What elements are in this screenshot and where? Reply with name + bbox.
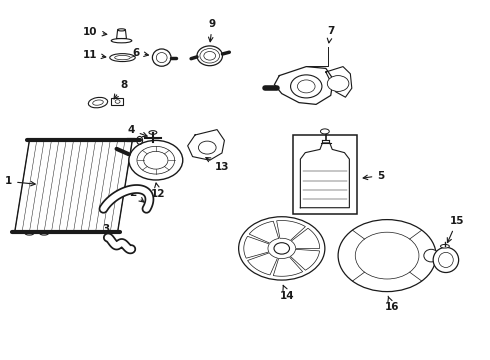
Ellipse shape (110, 54, 135, 62)
Text: 4: 4 (127, 125, 147, 137)
Text: 14: 14 (280, 285, 295, 301)
Ellipse shape (88, 98, 108, 108)
Bar (293, 135, 357, 214)
Text: 5: 5 (363, 171, 385, 181)
Text: 8: 8 (114, 80, 127, 99)
Text: 16: 16 (385, 296, 399, 312)
Text: 11: 11 (82, 50, 106, 60)
Ellipse shape (433, 247, 459, 273)
Circle shape (327, 76, 349, 91)
Text: 1: 1 (5, 176, 35, 186)
Ellipse shape (111, 39, 132, 43)
Polygon shape (326, 67, 352, 97)
Text: 6: 6 (132, 48, 148, 58)
Text: 10: 10 (83, 27, 107, 37)
Ellipse shape (197, 46, 222, 66)
Text: 7: 7 (327, 26, 334, 43)
Text: 15: 15 (447, 216, 465, 243)
Polygon shape (300, 143, 349, 208)
Circle shape (338, 220, 436, 292)
Ellipse shape (320, 129, 329, 134)
Polygon shape (117, 30, 126, 39)
Circle shape (274, 243, 290, 254)
Text: 2: 2 (129, 188, 144, 202)
Text: 13: 13 (206, 158, 229, 172)
Circle shape (239, 217, 325, 280)
Bar (111, 98, 123, 105)
Ellipse shape (424, 249, 439, 262)
Circle shape (129, 140, 183, 180)
Circle shape (291, 75, 322, 98)
Text: 3: 3 (102, 224, 112, 239)
Text: 12: 12 (151, 183, 166, 199)
Ellipse shape (152, 49, 171, 66)
Text: 9: 9 (209, 19, 216, 42)
Polygon shape (274, 67, 333, 104)
Ellipse shape (118, 29, 125, 31)
Ellipse shape (441, 244, 449, 248)
